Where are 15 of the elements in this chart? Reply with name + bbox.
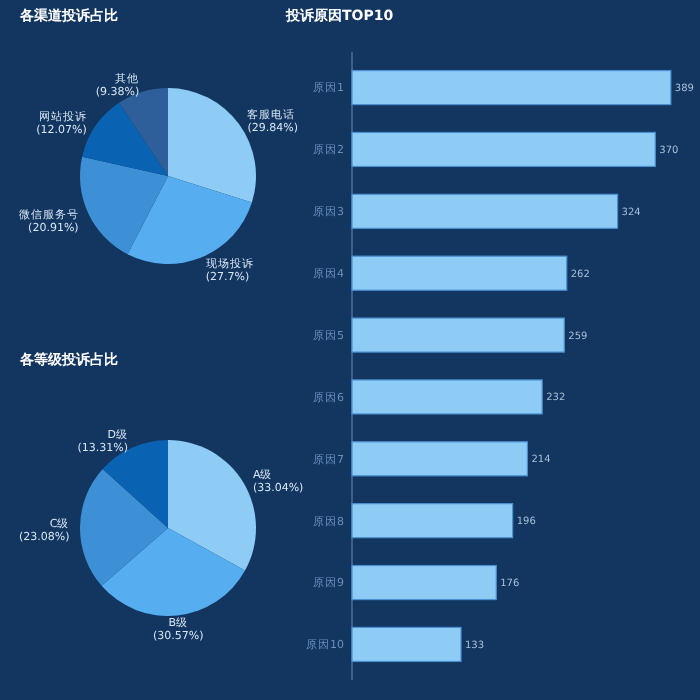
pie-slice (80, 469, 168, 586)
bar (351, 564, 497, 601)
bar (351, 131, 656, 168)
bar (351, 193, 619, 229)
bar (351, 441, 529, 477)
bar (351, 503, 514, 539)
pie-slice (101, 528, 246, 616)
bar (351, 255, 568, 291)
bar (351, 317, 565, 353)
bar (351, 379, 543, 415)
bar (351, 69, 672, 106)
pie-slice (168, 440, 256, 571)
pie-slice (80, 156, 168, 255)
bar (351, 626, 462, 663)
pie-slice (82, 102, 168, 176)
